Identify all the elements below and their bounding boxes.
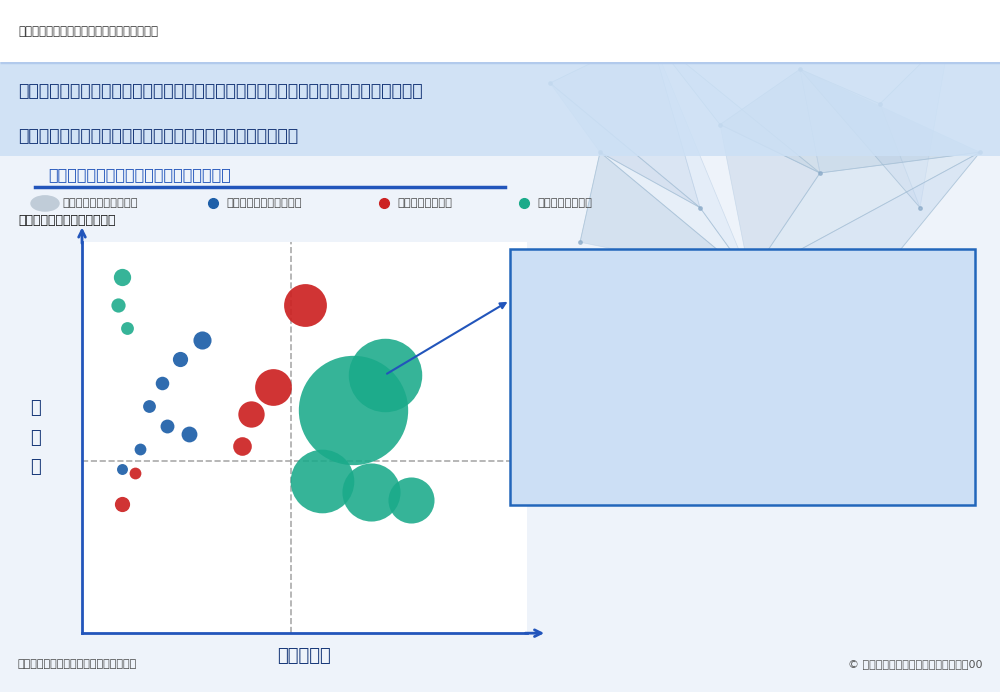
Text: 利
益
性: 利 益 性 xyxy=(30,399,41,476)
Point xyxy=(114,272,130,283)
Text: 出所）一般社団法人新技術応用推進基盤: 出所）一般社団法人新技術応用推進基盤 xyxy=(18,659,137,669)
Text: である: である xyxy=(607,347,631,361)
Point xyxy=(265,381,281,392)
Text: ■: ■ xyxy=(520,397,532,410)
Point xyxy=(172,354,188,365)
Text: 「どこにプロットされるのか」を定義するのが技術: 「どこにプロットされるのか」を定義するのが技術 xyxy=(532,313,716,326)
Point xyxy=(159,421,175,432)
Text: テクノロジーポートフォリオ（イメージ）: テクノロジーポートフォリオ（イメージ） xyxy=(48,167,231,182)
Point xyxy=(243,409,259,420)
Text: 緑：シート化技術: 緑：シート化技術 xyxy=(537,199,592,208)
Text: 青：タンパク質合成技術: 青：タンパク質合成技術 xyxy=(226,199,302,208)
Text: テクノロジーポートフォリオと技術価値評価: テクノロジーポートフォリオと技術価値評価 xyxy=(18,25,158,37)
Text: 自社の「テクノロジーポートフォリオ」が戦略的に健全になっているか判別するには、: 自社の「テクノロジーポートフォリオ」が戦略的に健全になっているか判別するには、 xyxy=(18,82,423,100)
Text: 各プロットは技術開発テーマ: 各プロットは技術開発テーマ xyxy=(18,214,116,226)
Text: も、その意味合い（戦略）を読み違えてしまう: も、その意味合い（戦略）を読み違えてしまう xyxy=(532,467,700,480)
X-axis label: 市場成長性: 市場成長性 xyxy=(278,647,331,665)
Text: ■: ■ xyxy=(520,278,532,291)
Point xyxy=(110,299,126,310)
Point xyxy=(118,322,134,334)
Point xyxy=(114,464,130,475)
Point xyxy=(234,440,250,451)
Point xyxy=(345,405,361,416)
Point xyxy=(154,377,170,388)
Text: 赤：触媒合成技術: 赤：触媒合成技術 xyxy=(397,199,452,208)
Point xyxy=(296,299,312,310)
Point xyxy=(403,495,419,506)
Text: バブルサイズ：売上規模: バブルサイズ：売上規模 xyxy=(62,199,138,208)
Point xyxy=(181,428,197,439)
Point xyxy=(114,499,130,510)
Point xyxy=(363,487,379,498)
Point xyxy=(141,401,157,412)
Point xyxy=(127,467,143,478)
Point xyxy=(314,475,330,486)
Point xyxy=(194,334,210,345)
Text: それらしいテクノロジープラットフォームが描けて: それらしいテクノロジープラットフォームが描けて xyxy=(532,432,716,445)
Text: 価値評価: 価値評価 xyxy=(532,347,564,361)
Text: 各要素技術に対する技術価値評価を実施しなければならない: 各要素技術に対する技術価値評価を実施しなければならない xyxy=(18,127,298,145)
Point xyxy=(377,370,393,381)
Point xyxy=(132,444,148,455)
Text: © 一般社団法人新技術応用推進基盤　00: © 一般社団法人新技術応用推進基盤 00 xyxy=(848,659,982,669)
Text: 一つ一つの要素技術が、ポートフォリオ上の: 一つ一つの要素技術が、ポートフォリオ上の xyxy=(532,278,692,291)
Text: 技術価値評価がしっかりしていないと、: 技術価値評価がしっかりしていないと、 xyxy=(532,397,676,410)
